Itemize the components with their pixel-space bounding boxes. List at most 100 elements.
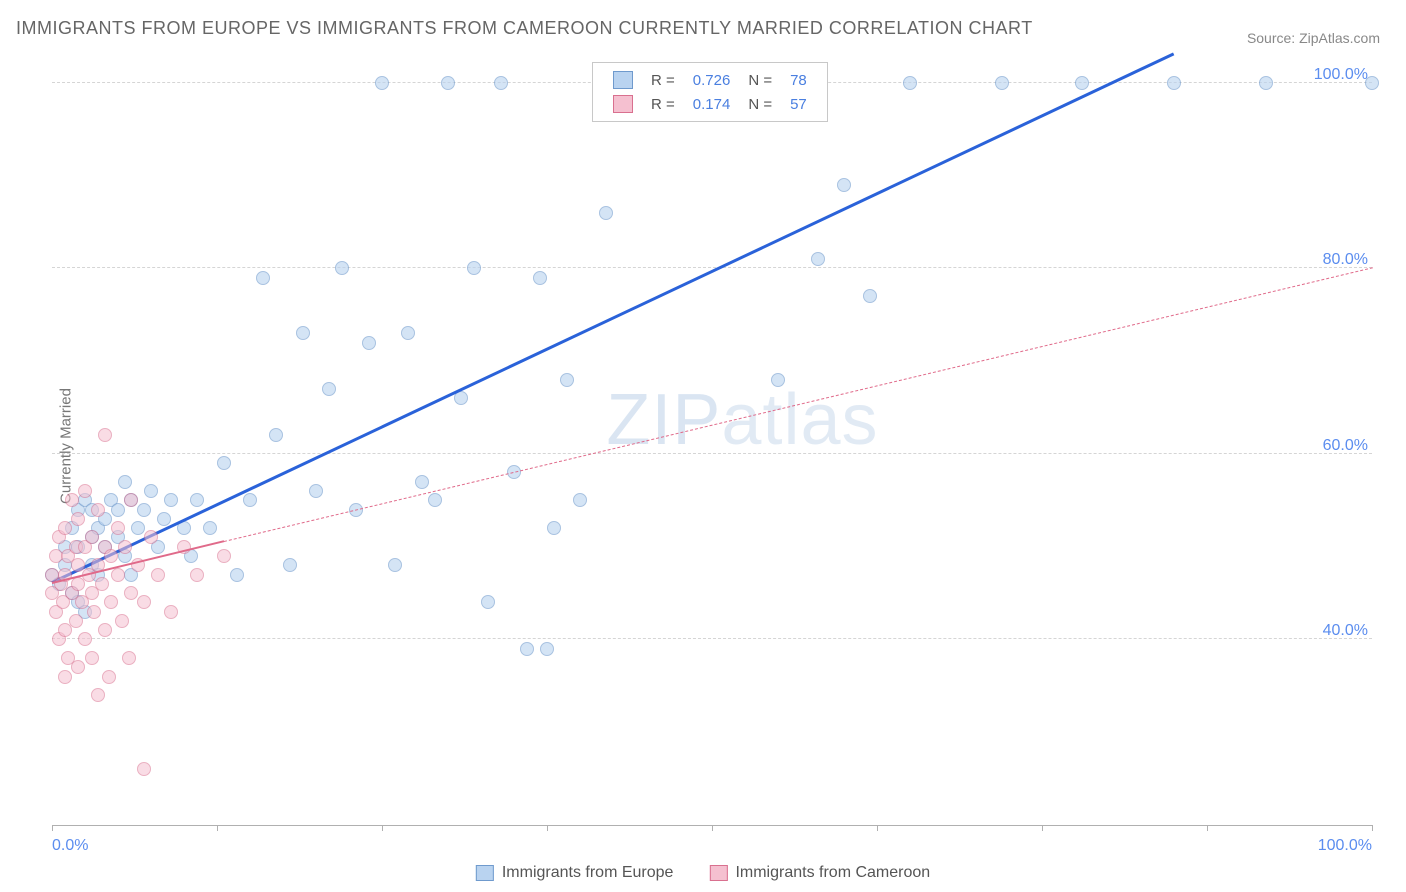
watermark: ZIPatlas (606, 379, 878, 461)
data-point (104, 549, 118, 563)
legend-label: Immigrants from Cameroon (735, 864, 930, 882)
data-point (540, 642, 554, 656)
data-point (58, 670, 72, 684)
chart-container: IMMIGRANTS FROM EUROPE VS IMMIGRANTS FRO… (0, 0, 1406, 892)
y-tick-label: 100.0% (1314, 66, 1368, 84)
x-tick (1372, 825, 1373, 831)
x-tick (877, 825, 878, 831)
data-point (69, 614, 83, 628)
data-point (467, 261, 481, 275)
data-point (124, 586, 138, 600)
data-point (144, 530, 158, 544)
x-tick (382, 825, 383, 831)
data-point (124, 493, 138, 507)
data-point (137, 503, 151, 517)
x-tick (547, 825, 548, 831)
data-point (335, 261, 349, 275)
data-point (98, 428, 112, 442)
data-point (217, 456, 231, 470)
data-point (903, 76, 917, 90)
data-point (102, 670, 116, 684)
data-point (65, 493, 79, 507)
plot-area: ZIPatlas 40.0%60.0%80.0%100.0%0.0%100.0%… (52, 56, 1372, 826)
data-point (144, 484, 158, 498)
data-point (269, 428, 283, 442)
data-point (85, 530, 99, 544)
x-tick (1042, 825, 1043, 831)
data-point (322, 382, 336, 396)
data-point (995, 76, 1009, 90)
data-point (87, 605, 101, 619)
legend-label: Immigrants from Europe (502, 864, 674, 882)
data-point (309, 484, 323, 498)
legend-swatch (709, 865, 727, 881)
data-point (85, 651, 99, 665)
source-attribution: Source: ZipAtlas.com (1247, 30, 1380, 46)
data-point (91, 503, 105, 517)
x-tick (52, 825, 53, 831)
chart-title: IMMIGRANTS FROM EUROPE VS IMMIGRANTS FRO… (16, 18, 1033, 39)
data-point (71, 512, 85, 526)
gridline (52, 638, 1372, 639)
trend-line (51, 52, 1174, 584)
data-point (771, 373, 785, 387)
x-axis-label: 100.0% (1318, 837, 1372, 855)
x-axis-label: 0.0% (52, 837, 88, 855)
legend-swatch (613, 95, 633, 113)
data-point (362, 336, 376, 350)
data-point (71, 660, 85, 674)
data-point (494, 76, 508, 90)
data-point (1259, 76, 1273, 90)
data-point (137, 762, 151, 776)
data-point (157, 512, 171, 526)
data-point (599, 206, 613, 220)
data-point (230, 568, 244, 582)
data-point (837, 178, 851, 192)
data-point (137, 595, 151, 609)
data-point (481, 595, 495, 609)
data-point (296, 326, 310, 340)
data-point (115, 614, 129, 628)
data-point (203, 521, 217, 535)
data-point (560, 373, 574, 387)
data-point (415, 475, 429, 489)
data-point (78, 632, 92, 646)
data-point (98, 623, 112, 637)
data-point (1365, 76, 1379, 90)
y-tick-label: 80.0% (1323, 251, 1368, 269)
y-tick-label: 60.0% (1323, 437, 1368, 455)
data-point (122, 651, 136, 665)
data-point (111, 521, 125, 535)
trend-line (223, 267, 1372, 542)
data-point (520, 642, 534, 656)
data-point (428, 493, 442, 507)
legend-bottom: Immigrants from Europe Immigrants from Ca… (458, 864, 948, 886)
data-point (401, 326, 415, 340)
legend-swatch (613, 71, 633, 89)
x-tick (712, 825, 713, 831)
data-point (863, 289, 877, 303)
data-point (1167, 76, 1181, 90)
data-point (375, 76, 389, 90)
data-point (388, 558, 402, 572)
gridline (52, 267, 1372, 268)
data-point (104, 595, 118, 609)
data-point (78, 484, 92, 498)
data-point (111, 568, 125, 582)
gridline (52, 453, 1372, 454)
data-point (164, 493, 178, 507)
data-point (58, 521, 72, 535)
data-point (547, 521, 561, 535)
data-point (190, 493, 204, 507)
x-tick (217, 825, 218, 831)
data-point (111, 503, 125, 517)
data-point (256, 271, 270, 285)
x-tick (1207, 825, 1208, 831)
data-point (441, 76, 455, 90)
data-point (533, 271, 547, 285)
legend-item: Immigrants from Europe (476, 864, 674, 882)
data-point (164, 605, 178, 619)
data-point (151, 568, 165, 582)
data-point (190, 568, 204, 582)
legend-item: Immigrants from Cameroon (709, 864, 930, 882)
